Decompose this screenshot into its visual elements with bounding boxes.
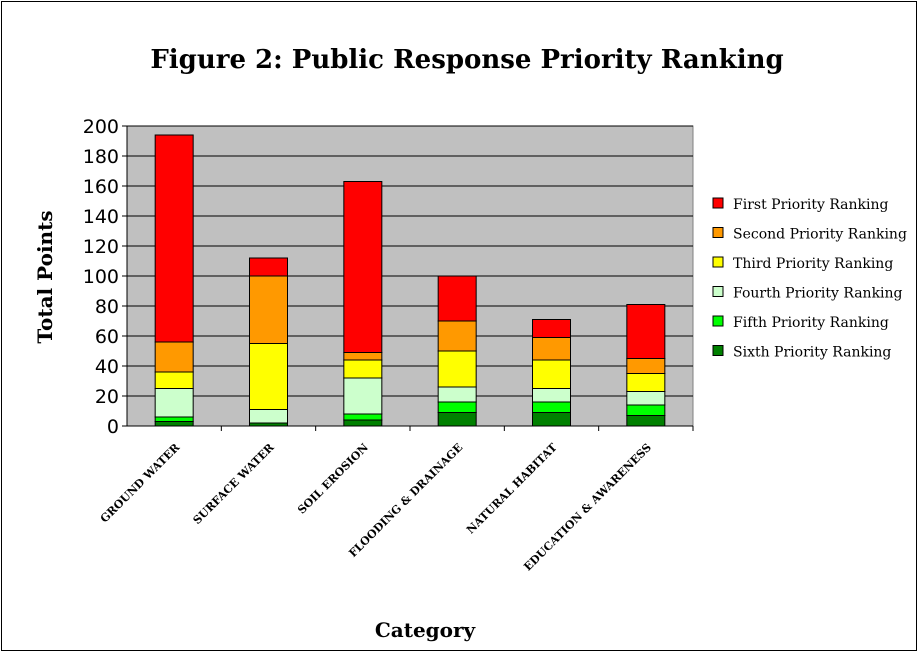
legend-swatch (712, 315, 724, 327)
x-tick-label: FLOODING & DRAINAGE (346, 441, 465, 560)
bar-segment (154, 421, 194, 427)
bar-segment (626, 415, 666, 427)
x-tick-label: NATURAL HABITAT (464, 440, 560, 536)
bar-segment (437, 320, 477, 352)
legend: First Priority Ranking Second Priority Ra… (712, 197, 907, 361)
bar-segment (343, 352, 383, 361)
bar-segment (532, 388, 571, 403)
legend-label: Second Priority Ranking (733, 227, 907, 243)
legend-swatch (712, 256, 724, 268)
bar-segment (343, 413, 383, 421)
bar-segment (626, 373, 666, 392)
bar-segment (437, 386, 477, 403)
bar-segment (532, 337, 571, 361)
legend-swatch (712, 227, 724, 238)
bar-segment (343, 419, 383, 427)
bar-segment (532, 401, 571, 413)
bar-segment (154, 388, 194, 418)
bar-segment (249, 257, 288, 277)
bar-segment (437, 412, 477, 427)
legend-label: Fourth Priority Ranking (733, 286, 903, 302)
bar-segment (437, 401, 477, 413)
legend-label: Third Priority Ranking (733, 256, 893, 272)
x-tick-label: GROUND WATER (98, 440, 183, 525)
legend-label: Fifth Priority Ranking (733, 315, 889, 331)
bar-segment (343, 359, 383, 379)
bar-segment (154, 371, 194, 389)
y-tick-label: 160 (83, 176, 119, 198)
bar-segment (437, 275, 477, 322)
x-tick-label: SURFACE WATER (191, 440, 278, 527)
bar-segment (437, 350, 477, 388)
bar-segment (249, 409, 288, 424)
bar-segment (626, 304, 666, 359)
y-tick-label: 60 (95, 326, 119, 348)
bar-segment (249, 343, 288, 410)
x-tick-label: SOIL EROSION (295, 441, 371, 517)
bar-segment (626, 358, 666, 374)
legend-label: Sixth Priority Ranking (733, 345, 891, 361)
bar-segment (249, 275, 288, 344)
bar-segment (532, 359, 571, 389)
bar-segment (343, 377, 383, 415)
bar-segment (626, 404, 666, 416)
bar-segment (154, 341, 194, 373)
y-tick-label: 100 (83, 266, 119, 288)
legend-swatch (712, 197, 724, 209)
bar-segment (154, 134, 194, 343)
bar-segment (154, 416, 194, 422)
bar-segment (532, 412, 571, 427)
y-axis-title: Total Points (33, 210, 57, 343)
y-tick-label: 80 (95, 296, 119, 318)
y-tick-label: 0 (107, 416, 119, 438)
y-tick-label: 180 (83, 146, 119, 168)
y-tick-label: 120 (83, 236, 119, 258)
legend-swatch (712, 345, 724, 356)
legend-label: First Priority Ranking (733, 197, 889, 213)
y-tick-label: 140 (83, 206, 119, 228)
y-tick-label: 40 (95, 356, 119, 378)
chart-title: Figure 2: Public Response Priority Ranki… (150, 45, 783, 75)
bar-segment (532, 319, 571, 338)
x-axis-title: Category (375, 618, 477, 642)
y-tick-label: 20 (95, 386, 119, 408)
legend-swatch (712, 286, 724, 297)
y-tick-label: 200 (83, 116, 119, 138)
bar-segment (626, 391, 666, 406)
bar-segment (343, 181, 383, 353)
